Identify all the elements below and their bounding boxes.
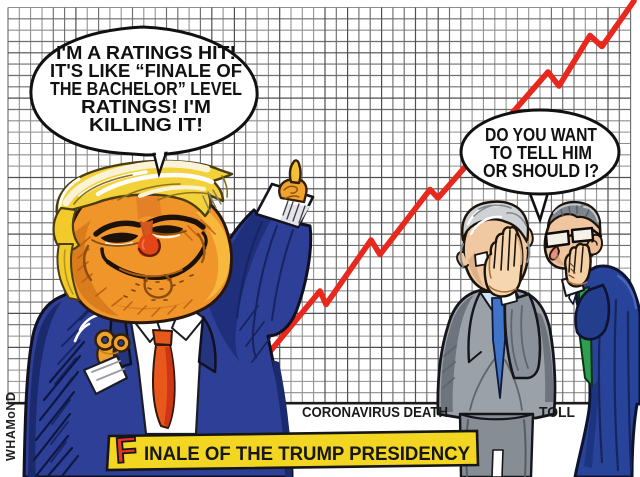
svg-text:TOLL: TOLL [539, 404, 575, 421]
svg-text:CORONAVIRUS DEATH: CORONAVIRUS DEATH [302, 404, 448, 421]
svg-text:WHAMoND: WHAMoND [4, 392, 18, 461]
svg-text:DO YOU WANT: DO YOU WANT [485, 124, 598, 145]
svg-text:I'M A RATINGS HIT!: I'M A RATINGS HIT! [56, 42, 236, 63]
svg-text:RATINGS! I'M: RATINGS! I'M [81, 96, 211, 117]
svg-text:TO TELL HIM: TO TELL HIM [490, 142, 592, 163]
svg-text:THE BACHELOR” LEVEL: THE BACHELOR” LEVEL [50, 78, 242, 99]
svg-text:OR SHOULD I?: OR SHOULD I? [483, 160, 599, 181]
svg-text:F: F [114, 429, 139, 471]
svg-text:INALE OF THE TRUMP PRESIDENCY: INALE OF THE TRUMP PRESIDENCY [144, 444, 470, 465]
svg-text:KILLING IT!: KILLING IT! [89, 114, 203, 135]
svg-text:IT'S LIKE “FINALE OF: IT'S LIKE “FINALE OF [50, 60, 242, 81]
